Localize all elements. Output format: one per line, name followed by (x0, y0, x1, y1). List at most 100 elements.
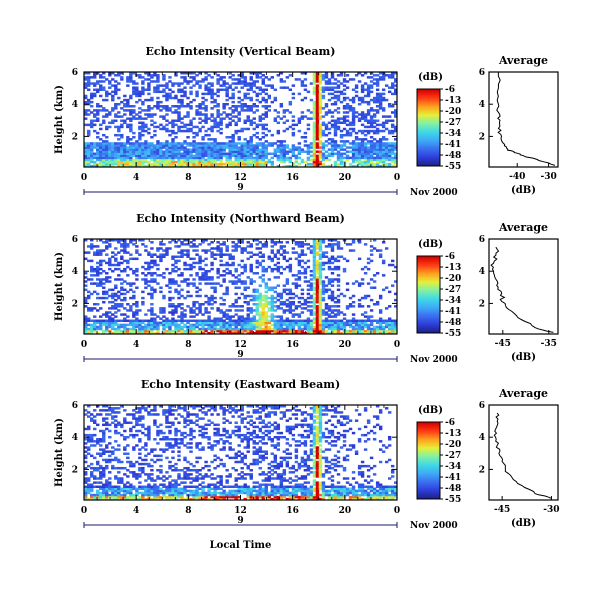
heatmap-cell (291, 325, 296, 329)
heatmap-cell (126, 290, 130, 294)
heatmap-cell (105, 98, 109, 102)
heatmap-cell (372, 162, 377, 166)
heatmap-cell (165, 94, 169, 98)
heatmap-cell (303, 280, 308, 283)
heatmap-cell (243, 317, 247, 320)
heatmap-cell (351, 150, 356, 153)
heatmap-cell (372, 109, 377, 112)
heatmap-cell (162, 329, 166, 333)
heatmap-cell (99, 152, 103, 156)
heatmap-cell (312, 117, 317, 120)
heatmap-cell (153, 156, 157, 160)
heatmap-cell (147, 261, 151, 265)
heatmap-cell (102, 487, 106, 491)
heatmap-cell (216, 321, 220, 325)
heatmap-cell (318, 239, 323, 242)
heatmap-cell (390, 142, 395, 145)
heatmap-cell (327, 138, 332, 141)
heatmap-cell (237, 111, 241, 114)
heatmap-cell (138, 94, 142, 98)
heatmap-cell (99, 251, 103, 254)
heatmap-cell (312, 282, 317, 285)
heatmap-cell (174, 156, 178, 160)
heatmap-cell (87, 446, 91, 449)
heatmap-cell (315, 92, 320, 96)
heatmap-cell (246, 294, 250, 298)
heatmap-cell (84, 321, 88, 325)
heatmap-cell (372, 150, 377, 153)
heatmap-cell (279, 152, 284, 156)
heatmap-cell (207, 82, 211, 85)
heatmap-cell (183, 323, 187, 327)
heatmap-cell (171, 313, 175, 316)
heatmap-cell (339, 148, 344, 151)
heatmap-cell (243, 92, 247, 96)
heatmap-cell (174, 265, 178, 269)
heatmap-cell (300, 323, 305, 327)
heatmap-cell (264, 154, 268, 158)
heatmap-cell (333, 146, 338, 149)
heatmap-cell (174, 119, 178, 122)
heatmap-cell (273, 331, 278, 335)
heatmap-cell (390, 156, 395, 160)
heatmap-cell (264, 303, 268, 306)
heatmap-cell (249, 321, 253, 325)
heatmap-cell (213, 105, 217, 108)
heatmap-cell (384, 156, 389, 160)
heatmap-cell (159, 311, 163, 314)
heatmap-cell (354, 152, 359, 156)
heatmap-cell (309, 325, 314, 329)
heatmap-cell (138, 323, 142, 327)
heatmap-cell (90, 433, 94, 437)
heatmap-cell (114, 92, 118, 96)
heatmap-cell (249, 311, 253, 314)
heatmap-cell (258, 305, 262, 308)
heatmap-cell (174, 329, 178, 333)
heatmap-cell (300, 136, 305, 139)
heatmap-cell (255, 329, 259, 333)
heatmap-cell (390, 144, 395, 147)
heatmap-cell (348, 78, 353, 81)
heatmap-cell (336, 278, 341, 281)
heatmap-cell (318, 162, 323, 166)
heatmap-cell (93, 123, 97, 127)
heatmap-cell (372, 100, 377, 104)
heatmap-cell (114, 90, 118, 94)
heatmap-cell (141, 158, 145, 162)
heatmap-cell (300, 259, 305, 263)
heatmap-cell (195, 154, 199, 158)
heatmap-cell (378, 100, 383, 104)
heatmap-cell (333, 319, 338, 323)
colorbar-segment (417, 163, 440, 166)
heatmap-cell (177, 162, 181, 166)
heatmap-cell (162, 142, 166, 145)
heatmap-cell (234, 115, 238, 118)
heatmap-cell (126, 142, 130, 145)
heatmap-cell (246, 150, 250, 153)
heatmap-cell (87, 483, 91, 486)
heatmap-cell (351, 115, 356, 118)
heatmap-cell (327, 307, 332, 310)
heatmap-cell (129, 323, 133, 327)
heatmap-cell (318, 319, 323, 323)
x-tick-label: 0 (394, 173, 400, 183)
heatmap-cell (375, 92, 380, 96)
heatmap-cell (258, 154, 262, 158)
heatmap-cell (114, 84, 118, 87)
heatmap-cell (249, 317, 253, 320)
heatmap-cell (183, 78, 187, 81)
heatmap-cell (183, 148, 187, 151)
heatmap-cell (204, 309, 208, 312)
heatmap-cell (174, 245, 178, 248)
heatmap-cell (342, 107, 347, 110)
heatmap-cell (90, 471, 94, 474)
heatmap-cell (387, 321, 392, 325)
heatmap-cell (282, 331, 287, 335)
heatmap-cell (156, 90, 160, 94)
heatmap-cell (135, 249, 139, 252)
heatmap-cell (318, 129, 323, 133)
heatmap-cell (108, 74, 112, 77)
heatmap-cell (207, 249, 211, 252)
heatmap-cell (321, 311, 326, 314)
heatmap-cell (162, 156, 166, 160)
